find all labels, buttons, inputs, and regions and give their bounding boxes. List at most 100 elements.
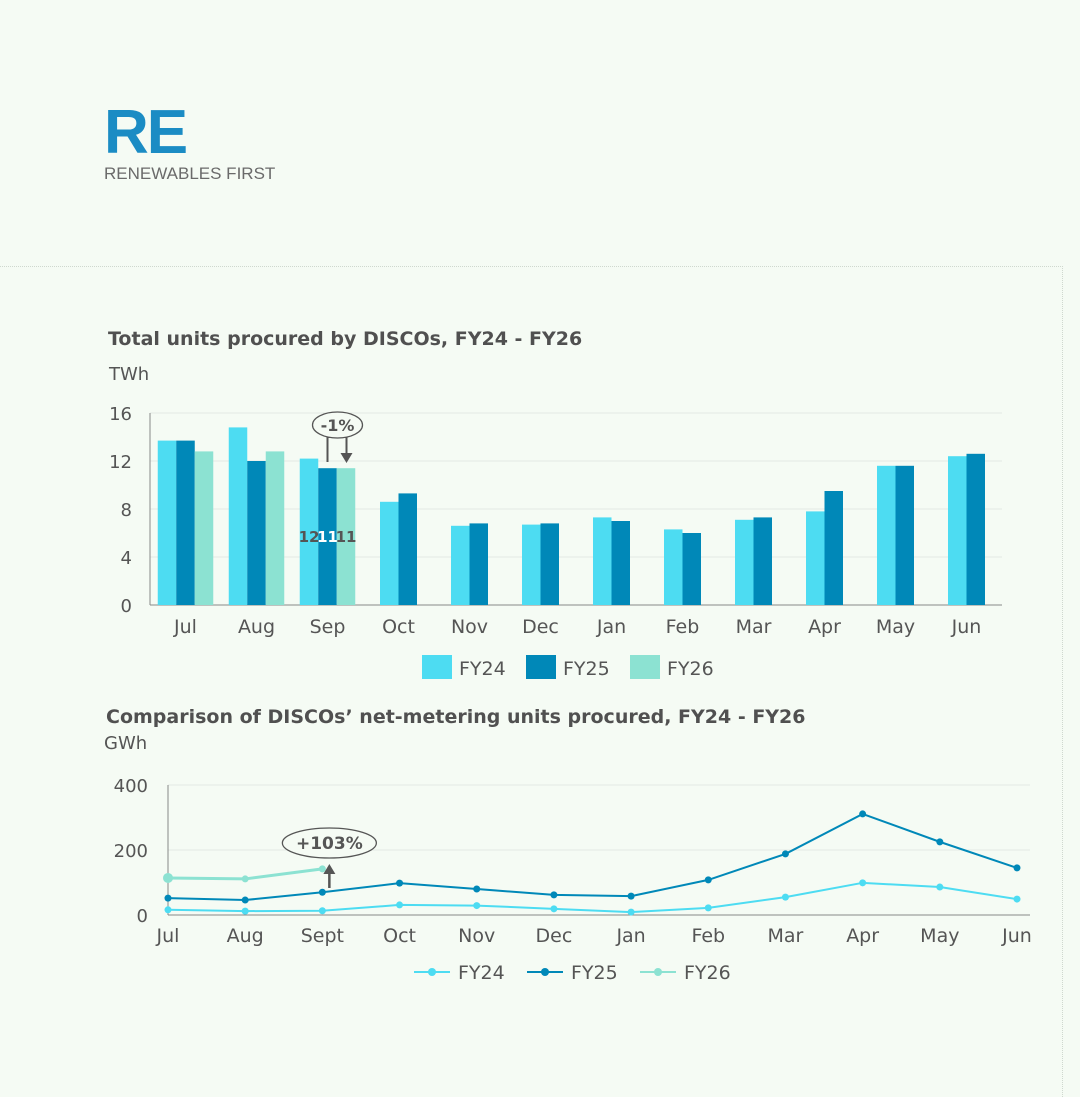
y-tick-label: 0 — [121, 596, 132, 617]
x-tick-label: Feb — [666, 616, 700, 638]
bar-fy25 — [753, 517, 772, 605]
point-fy26 — [318, 865, 326, 873]
line-chart-title: Comparison of DISCOs’ net-metering units… — [106, 706, 806, 728]
logo-mark: RE — [104, 98, 188, 167]
point-fy24 — [859, 879, 867, 887]
point-fy24 — [473, 902, 481, 910]
x-tick-label: Nov — [451, 616, 488, 638]
point-fy24 — [936, 883, 944, 891]
x-tick-label: Jul — [173, 616, 197, 638]
x-tick-label: Aug — [227, 925, 264, 947]
point-fy25 — [936, 838, 944, 846]
x-tick-label: Aug — [238, 616, 275, 638]
line-fy24 — [167, 881, 1018, 914]
point-fy25 — [550, 891, 558, 899]
point-fy24 — [704, 904, 712, 912]
x-tick-label: Jul — [156, 925, 180, 947]
bar-fy25 — [611, 521, 630, 605]
bar-fy24 — [806, 511, 825, 605]
point-fy25 — [473, 885, 481, 893]
y-tick-label: 200 — [114, 841, 148, 862]
x-tick-label: Jan — [596, 616, 626, 638]
legend-marker — [541, 968, 549, 976]
bar-fy25 — [682, 533, 701, 605]
point-fy24 — [1013, 895, 1021, 903]
bar-fy24 — [522, 524, 541, 605]
x-tick-label: Oct — [383, 925, 416, 947]
point-fy26 — [163, 872, 173, 883]
legend-marker — [428, 968, 436, 976]
y-tick-label: 400 — [114, 776, 148, 797]
annotation-bubble — [311, 411, 364, 439]
bar-chart-title: Total units procured by DISCOs, FY24 - F… — [108, 328, 583, 350]
point-fy26 — [241, 875, 249, 883]
y-tick-label: 12 — [109, 452, 132, 473]
line-fy25 — [167, 812, 1018, 902]
bar-fy26 — [265, 451, 285, 605]
y-tick-label: 0 — [137, 906, 148, 927]
bar-fy24 — [380, 501, 399, 605]
point-fy25 — [627, 892, 635, 900]
bar-fy24 — [451, 525, 470, 605]
x-tick-label: Oct — [382, 616, 415, 638]
x-tick-label: Sep — [310, 616, 346, 638]
point-fy24 — [781, 893, 789, 901]
x-tick-label: Sept — [301, 925, 344, 947]
point-fy25 — [318, 888, 326, 896]
y-tick-label: 8 — [121, 500, 132, 521]
chart-panel — [0, 266, 1063, 1097]
point-fy24 — [550, 905, 558, 913]
logo-text: RENEWABLES FIRST — [104, 164, 276, 183]
bar-fy24 — [948, 456, 967, 605]
point-fy25 — [241, 896, 249, 904]
annotation-text: -1% — [321, 416, 355, 435]
x-tick-label: Jun — [951, 616, 982, 638]
data-label: 11 — [317, 528, 338, 546]
y-tick-label: 16 — [109, 404, 132, 425]
legend-swatch-fy24 — [422, 655, 452, 679]
bar-fy24 — [593, 517, 612, 605]
point-fy24 — [164, 906, 172, 914]
legend-swatch-fy26 — [630, 655, 660, 679]
bar-fy26 — [336, 468, 356, 605]
legend-swatch-fy25 — [526, 655, 556, 679]
point-fy24 — [396, 901, 404, 909]
x-tick-label: Feb — [691, 925, 725, 947]
bar-fy25 — [469, 523, 488, 605]
x-tick-label: Nov — [458, 925, 495, 947]
arrow-down-icon — [340, 453, 353, 463]
point-fy24 — [241, 907, 249, 915]
x-tick-label: Dec — [522, 616, 559, 638]
x-tick-label: Jan — [615, 925, 645, 947]
x-tick-label: Mar — [768, 925, 804, 947]
point-fy25 — [164, 894, 172, 902]
legend-label: FY26 — [667, 658, 714, 680]
point-fy24 — [318, 907, 326, 915]
arrow-up-icon — [323, 864, 336, 874]
bar-chart-unit: TWh — [109, 364, 150, 385]
bar-fy25 — [247, 461, 266, 605]
x-tick-label: Apr — [808, 616, 841, 638]
legend-label: FY24 — [458, 962, 505, 984]
line-chart-unit: GWh — [104, 733, 148, 754]
annotation-bubble — [281, 827, 378, 859]
bar-fy24 — [157, 440, 177, 605]
legend-marker — [654, 968, 662, 976]
bar-fy24 — [228, 427, 248, 605]
y-tick-label: 4 — [121, 548, 132, 569]
bar-fy24 — [299, 458, 319, 605]
point-fy25 — [704, 876, 712, 884]
x-tick-label: Dec — [536, 925, 573, 947]
legend-label: FY24 — [459, 658, 506, 680]
x-tick-label: Apr — [846, 925, 879, 947]
bar-fy25 — [895, 465, 914, 605]
x-tick-label: Jun — [1001, 925, 1032, 947]
bar-fy24 — [877, 465, 896, 605]
data-label: 12 — [299, 528, 320, 546]
bar-fy24 — [735, 519, 754, 605]
bar-fy25 — [824, 491, 843, 605]
bar-fy25 — [318, 468, 337, 605]
legend-label: FY26 — [684, 962, 731, 984]
bar-fy25 — [966, 453, 985, 605]
